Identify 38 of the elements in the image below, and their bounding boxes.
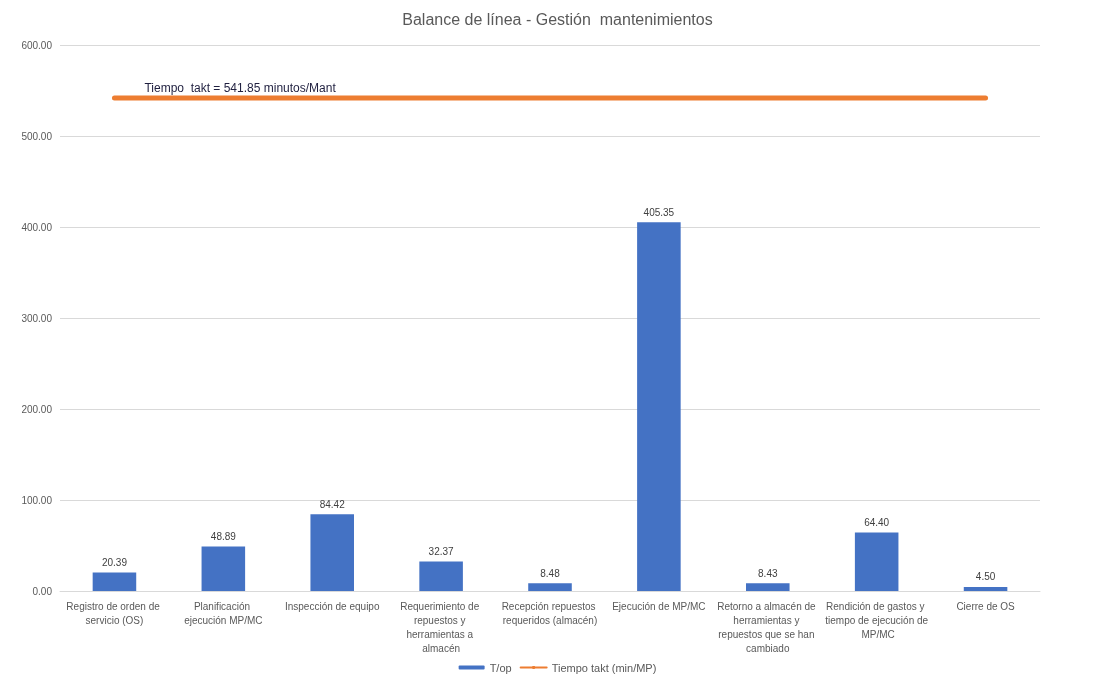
x-tick-label: Planificación ejecución MP/MC [184,600,263,626]
x-tick-label: Ejecución de MP/MC [612,600,706,612]
bar [746,583,790,591]
data-label: 32.37 [428,546,455,558]
y-tick-label: 400.00 [21,221,53,233]
legend-label: Tiempo takt (min/MP) [551,661,657,674]
data-label: 84.42 [319,498,346,510]
bar [201,546,246,591]
bar [637,222,681,591]
y-tick-label: 300.00 [21,312,53,324]
chart-title: Balance de línea - Gestión mantenimientos [402,10,713,28]
data-label: 20.39 [101,556,128,568]
bar [854,532,899,591]
data-label: 4.50 [975,571,996,583]
annotation: Tiempo takt = 541.85 minutos/Mant [144,80,337,95]
data-label: 8.43 [758,567,778,579]
x-tick-label: Registro de orden de servicio (OS) [66,600,163,626]
y-tick-label: 200.00 [21,403,53,415]
bar [92,572,137,591]
bar [310,514,354,591]
x-tick-label: Inspección de equipo [284,600,380,612]
y-tick-label: 500.00 [21,130,53,142]
x-tick-label: Retorno a almacén de herramientas y repuestos que se han cambiado [717,600,819,654]
data-label: 48.89 [210,531,237,543]
x-tick-label: Requerimiento de repuestos y herramientas a almacén [400,600,482,654]
x-tick-label: Rendición de gastos y tiempo de ejecución de MP/MC [825,600,929,640]
legend-label: T/op [489,661,512,674]
y-tick-label: 600.00 [21,39,53,51]
bar [528,583,572,591]
y-tick-label: 0.00 [32,585,53,597]
data-label: 64.40 [864,516,890,528]
x-tick-label: Cierre de OS [956,600,1016,612]
data-label: 8.48 [540,567,561,579]
x-tick-label: Recepción repuestos requeridos (almacén) [501,600,599,626]
bar [963,586,1008,591]
data-label: 405.35 [643,206,675,218]
y-tick-label: 100.00 [21,494,53,506]
bar [419,561,463,591]
